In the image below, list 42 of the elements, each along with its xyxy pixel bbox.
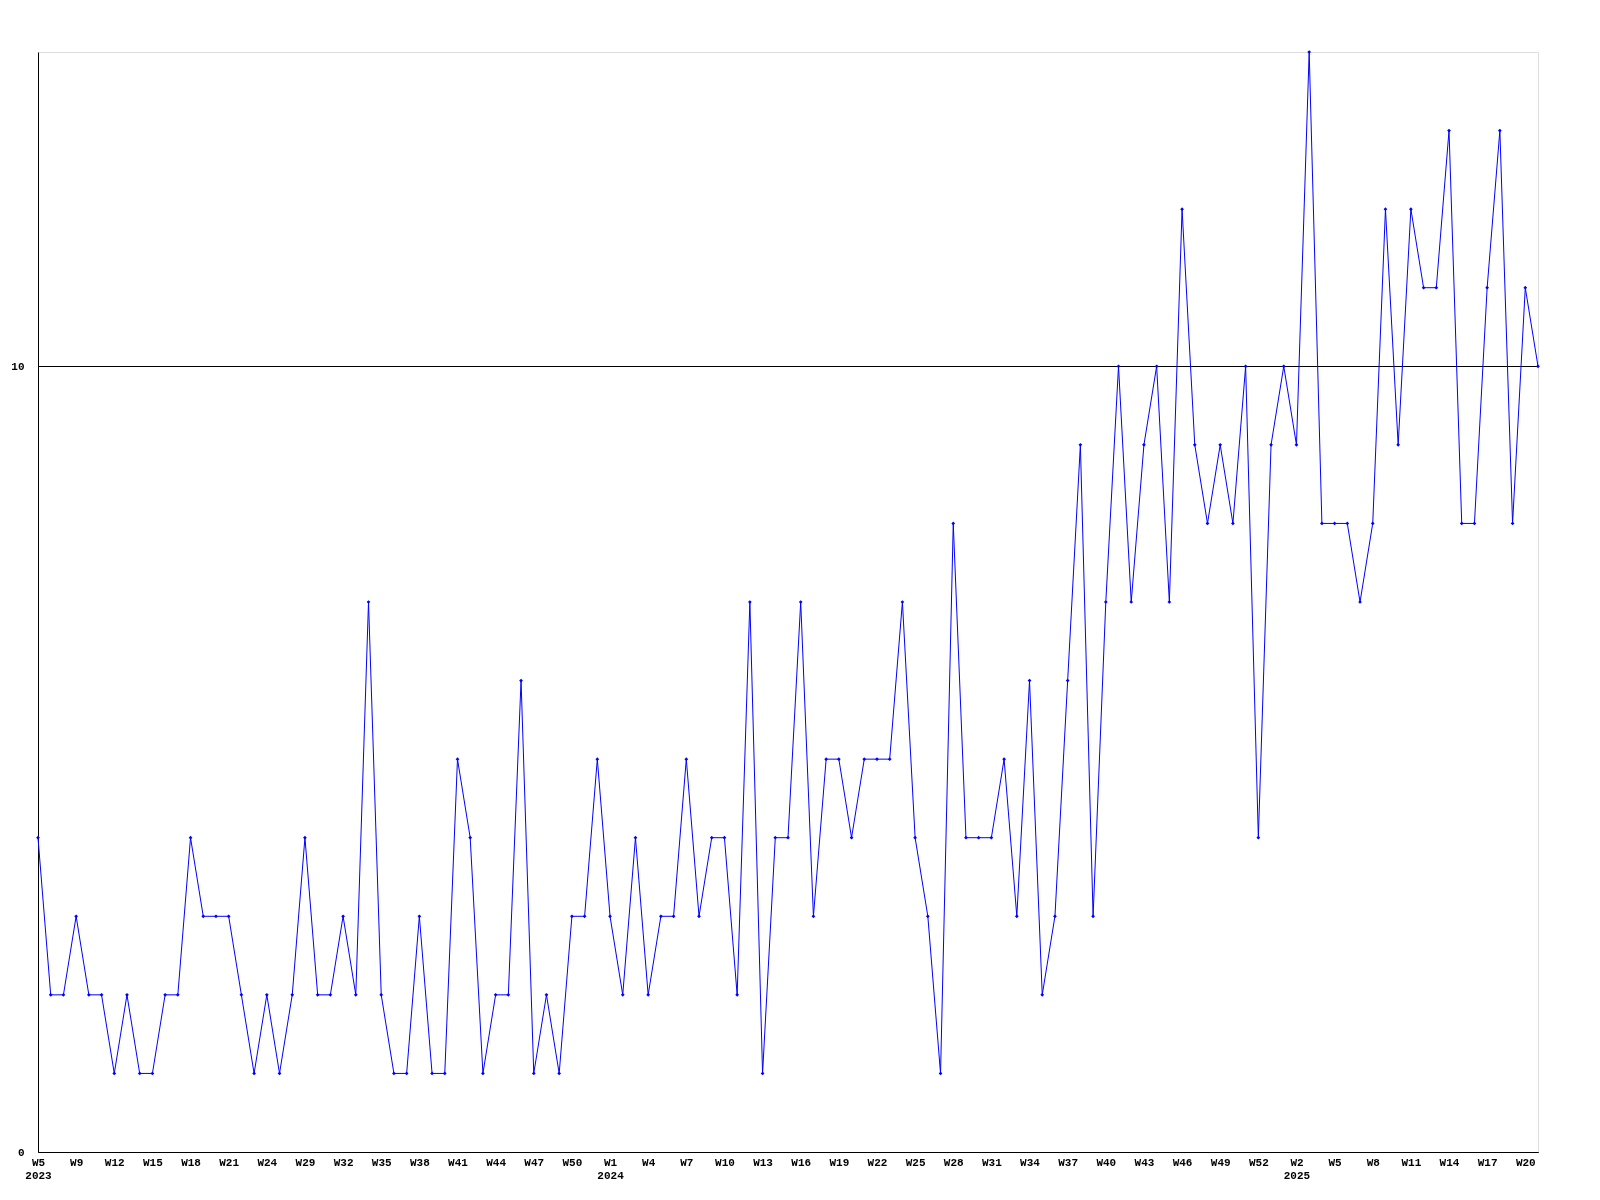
x-tick-label: W49 <box>1210 1156 1231 1169</box>
x-tick-label: W18 <box>181 1156 202 1169</box>
x-tick-label: W50 <box>562 1156 583 1169</box>
x-tick-label: W35 <box>371 1156 393 1169</box>
x-tick-label: W25 <box>905 1156 926 1169</box>
x-tick-label: W21 <box>219 1156 240 1169</box>
x-tick-label: W32 <box>333 1156 354 1169</box>
x-tick-label: W17 <box>1477 1156 1498 1169</box>
x-tick-label: W41 <box>448 1156 469 1169</box>
x-tick-label: W2 2025 <box>1283 1156 1311 1182</box>
x-tick-label: W9 <box>70 1156 84 1169</box>
x-tick-label: W16 <box>791 1156 812 1169</box>
x-tick-label: W38 <box>409 1156 431 1169</box>
x-tick-label: W40 <box>1096 1156 1117 1169</box>
x-tick-label: W29 <box>295 1156 316 1169</box>
x-tick-label: W37 <box>1058 1156 1079 1169</box>
x-tick-label: W43 <box>1134 1156 1155 1169</box>
x-tick-label: W4 <box>642 1156 656 1169</box>
x-tick-label: W13 <box>753 1156 774 1169</box>
x-tick-label: W11 <box>1401 1156 1422 1169</box>
x-tick-label: W14 <box>1439 1156 1460 1169</box>
x-tick-label: W8 <box>1366 1156 1381 1169</box>
x-tick-label: W22 <box>867 1156 888 1169</box>
x-tick-label: W28 <box>943 1156 965 1169</box>
x-tick-label: W20 <box>1515 1156 1536 1169</box>
x-tick-label: W5 <box>1328 1156 1343 1169</box>
x-tick-label: W47 <box>524 1156 545 1169</box>
x-tick-label: W10 <box>715 1156 735 1169</box>
x-tick-label: W44 <box>486 1156 507 1169</box>
y-tick-label: 10 <box>11 360 25 373</box>
x-tick-label: W12 <box>104 1156 125 1169</box>
x-tick-label: W52 <box>1248 1156 1269 1169</box>
x-tick-label: W34 <box>1020 1156 1041 1169</box>
x-tick-label: W19 <box>829 1156 850 1169</box>
x-tick-label: W7 <box>680 1156 694 1169</box>
x-tick-label: W15 <box>143 1156 164 1169</box>
x-tick-label: W46 <box>1172 1156 1193 1169</box>
y-tick-label: 0 <box>17 1146 25 1159</box>
x-tick-label: W31 <box>981 1156 1003 1169</box>
x-tick-label: W24 <box>257 1156 278 1169</box>
x-tick-label: W1 2024 <box>597 1156 625 1182</box>
x-tick-label: W5 2023 <box>25 1156 53 1182</box>
